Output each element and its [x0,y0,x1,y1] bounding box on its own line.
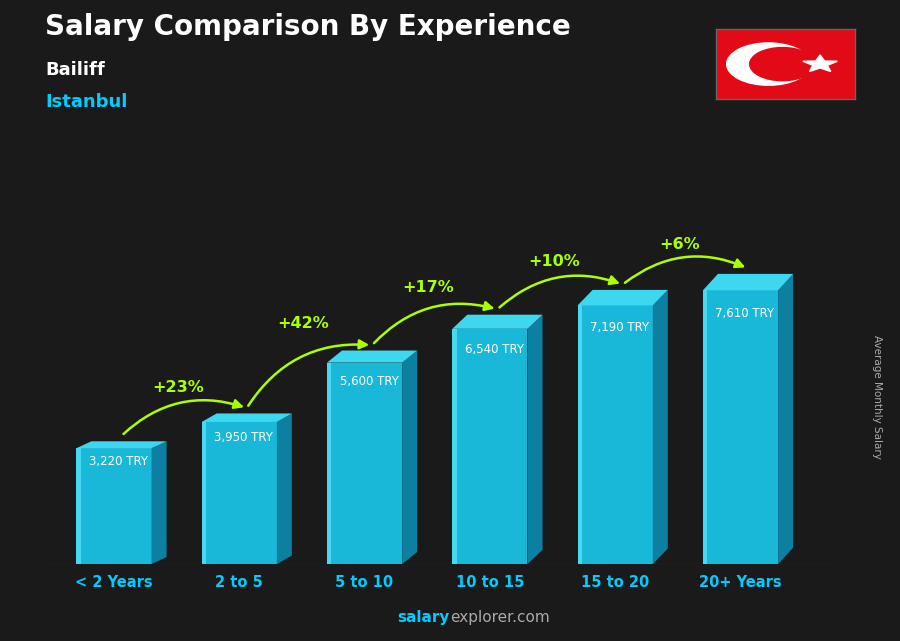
Text: +6%: +6% [659,237,699,251]
Text: +23%: +23% [152,381,203,395]
Circle shape [750,47,815,81]
Text: Salary Comparison By Experience: Salary Comparison By Experience [45,13,571,41]
Polygon shape [578,305,652,564]
Polygon shape [327,351,418,363]
FancyArrowPatch shape [625,256,742,283]
FancyArrowPatch shape [248,340,366,406]
Text: +42%: +42% [277,317,329,331]
Polygon shape [778,274,793,564]
Text: 7,190 TRY: 7,190 TRY [590,321,649,335]
Polygon shape [327,363,402,564]
Text: 3,950 TRY: 3,950 TRY [214,431,274,444]
Polygon shape [202,413,292,422]
Polygon shape [578,305,582,564]
Polygon shape [327,363,331,564]
Polygon shape [151,441,166,564]
Text: +10%: +10% [528,254,580,269]
Polygon shape [703,290,778,564]
Polygon shape [202,422,277,564]
FancyArrowPatch shape [374,303,492,343]
Polygon shape [76,441,166,448]
Polygon shape [578,290,668,305]
Polygon shape [453,329,457,564]
Polygon shape [527,315,543,564]
Text: 5,600 TRY: 5,600 TRY [339,375,399,388]
Polygon shape [76,448,81,564]
Text: Average Monthly Salary: Average Monthly Salary [872,335,883,460]
FancyArrowPatch shape [500,276,617,308]
Polygon shape [453,315,543,329]
Circle shape [726,43,810,85]
Polygon shape [402,351,418,564]
Polygon shape [703,290,707,564]
Polygon shape [76,448,151,564]
Polygon shape [803,55,837,72]
Text: Istanbul: Istanbul [45,93,128,111]
Text: 7,610 TRY: 7,610 TRY [716,307,775,320]
Text: salary: salary [398,610,450,625]
Polygon shape [202,422,206,564]
Text: 3,220 TRY: 3,220 TRY [89,455,148,469]
FancyArrowPatch shape [123,400,241,434]
Text: Bailiff: Bailiff [45,61,104,79]
Polygon shape [652,290,668,564]
Text: 6,540 TRY: 6,540 TRY [465,344,524,356]
Text: explorer.com: explorer.com [450,610,550,625]
Polygon shape [453,329,527,564]
Polygon shape [277,413,292,564]
Polygon shape [703,274,793,290]
Text: +17%: +17% [402,279,454,295]
